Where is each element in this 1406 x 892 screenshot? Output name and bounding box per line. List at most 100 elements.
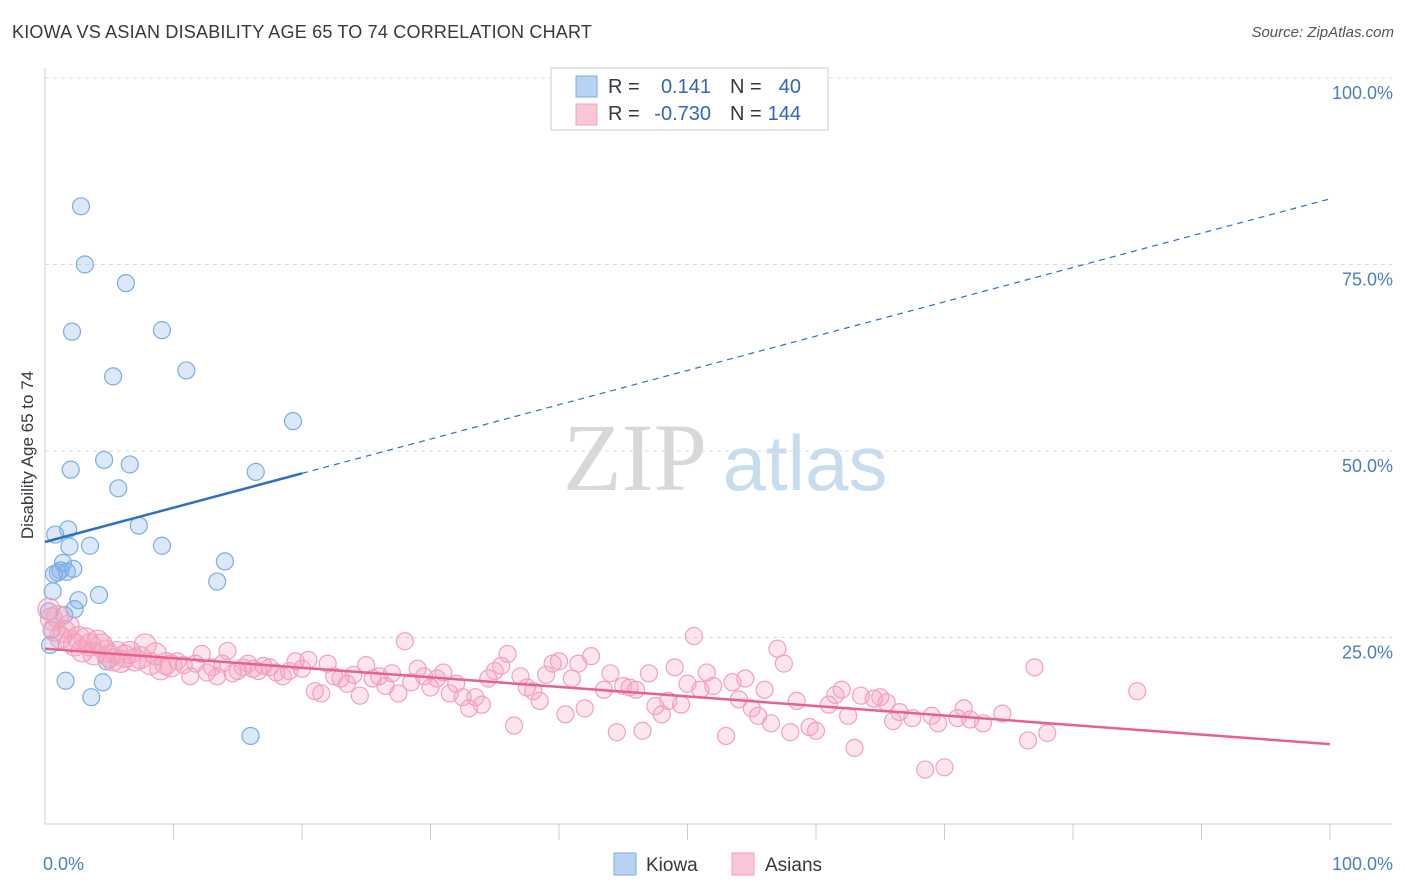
asians-point-81 [472, 695, 491, 714]
asians-point-46 [249, 661, 268, 681]
legend-r-value-kiowa: 0.141 [661, 76, 711, 98]
kiowa-point-34 [208, 572, 227, 591]
asians-point-9 [66, 625, 91, 650]
asians-point-89 [524, 682, 543, 701]
asians-point-86 [504, 716, 524, 735]
asians-point-78 [453, 688, 472, 707]
source-credit: Source: ZipAtlas.com [1251, 24, 1394, 41]
asians-point-146 [935, 758, 954, 777]
y-tick-label-2: 75.0% [1342, 270, 1393, 290]
asians-point-127 [781, 723, 800, 742]
asians-point-145 [928, 714, 948, 733]
asians-point-80 [466, 688, 485, 707]
kiowa-point-9 [56, 671, 75, 690]
asians-point-117 [716, 726, 736, 746]
asians-point-40 [218, 641, 237, 661]
bottom-legend-label-asians: Asians [765, 855, 822, 876]
kiowa-point-13 [61, 460, 80, 479]
asians-point-100 [601, 664, 620, 683]
legend-n-label-kiowa: N = [730, 76, 762, 98]
asians-point-126 [774, 654, 793, 673]
y-tick-label-1: 50.0% [1342, 456, 1393, 476]
asians-point-36 [197, 663, 217, 682]
kiowa-point-26 [104, 367, 123, 386]
asians-point-37 [202, 658, 222, 677]
asians-point-97 [575, 699, 594, 718]
kiowa-trend-extension [301, 198, 1331, 474]
asians-point-32 [174, 656, 193, 675]
asians-point-110 [665, 658, 684, 677]
kiowa-point-32 [152, 321, 172, 340]
asians-point-123 [755, 680, 774, 699]
kiowa-point-14 [62, 322, 82, 341]
kiowa-point-29 [120, 455, 139, 474]
asians-point-93 [549, 652, 569, 671]
legend-n-value-asians: 144 [768, 103, 801, 125]
asians-point-91 [537, 665, 556, 684]
asians-point-153 [1025, 658, 1044, 677]
legend-swatch-kiowa [575, 75, 598, 98]
legend: R = 0.141 N = 40 R = -0.730 N = 144 [550, 67, 829, 131]
legend-n-value-kiowa: 40 [779, 76, 801, 98]
asians-point-90 [530, 691, 549, 711]
kiowa-point-24 [95, 450, 114, 470]
asians-point-151 [993, 704, 1012, 723]
asians-point-85 [498, 644, 517, 664]
bottom-legend-swatch-asians [731, 852, 755, 876]
legend-swatch-asians [575, 103, 598, 126]
asians-point-113 [684, 626, 704, 646]
x-tick-label-0: 0.0% [43, 854, 84, 874]
asians-point-104 [626, 680, 646, 699]
asians-point-3 [46, 605, 70, 629]
kiowa-trend-line [44, 472, 303, 544]
kiowa-point-38 [283, 412, 303, 431]
asians-point-135 [845, 738, 864, 758]
asians-point-27 [143, 642, 168, 666]
legend-r-label-kiowa: R = [608, 76, 640, 98]
legend-r-value-asians: -0.730 [654, 103, 711, 125]
chart-title: KIOWA VS ASIAN DISABILITY AGE 65 TO 74 C… [12, 22, 593, 42]
asians-point-54 [299, 650, 318, 669]
asians-point-60 [337, 674, 357, 693]
asians-point-130 [806, 721, 826, 740]
asians-point-69 [395, 632, 414, 651]
asians-point-120 [736, 669, 755, 688]
kiowa-point-18 [71, 197, 91, 216]
kiowa-point-22 [89, 585, 109, 605]
tick-labels: 25.0% 50.0% 75.0% 100.0% 0.0% 100.0% [43, 83, 1393, 874]
kiowa-point-19 [75, 255, 94, 274]
asians-point-124 [761, 714, 781, 733]
watermark: ZIP atlas [563, 404, 887, 511]
kiowa-point-37 [246, 462, 265, 481]
asians-point-121 [742, 699, 761, 718]
kiowa-point-20 [80, 536, 100, 555]
axes [44, 68, 1392, 840]
kiowa-point-17 [69, 591, 88, 610]
kiowa-point-33 [177, 361, 196, 380]
kiowa-point-31 [152, 536, 172, 555]
asians-point-105 [633, 721, 652, 740]
series-asians-points [37, 597, 1147, 779]
asians-point-133 [832, 680, 851, 699]
kiowa-point-2 [43, 582, 62, 601]
y-tick-label-0: 25.0% [1342, 643, 1393, 663]
asians-point-143 [916, 760, 935, 779]
kiowa-point-36 [241, 726, 260, 746]
asians-point-98 [582, 647, 601, 666]
kiowa-point-21 [82, 688, 101, 707]
y-axis-label: Disability Age 65 to 74 [18, 371, 37, 539]
kiowa-point-23 [93, 673, 112, 692]
asians-point-116 [704, 676, 723, 696]
watermark-atlas: atlas [723, 419, 888, 507]
asians-point-2 [42, 618, 66, 642]
asians-point-152 [1018, 731, 1038, 750]
kiowa-point-35 [215, 552, 234, 571]
grid-lines [45, 77, 1392, 638]
bottom-legend-label-kiowa: Kiowa [646, 855, 698, 876]
kiowa-point-7 [53, 553, 73, 573]
asians-point-35 [192, 644, 211, 664]
asians-point-101 [607, 723, 626, 742]
asians-point-94 [556, 705, 575, 724]
trend-lines [44, 198, 1331, 746]
